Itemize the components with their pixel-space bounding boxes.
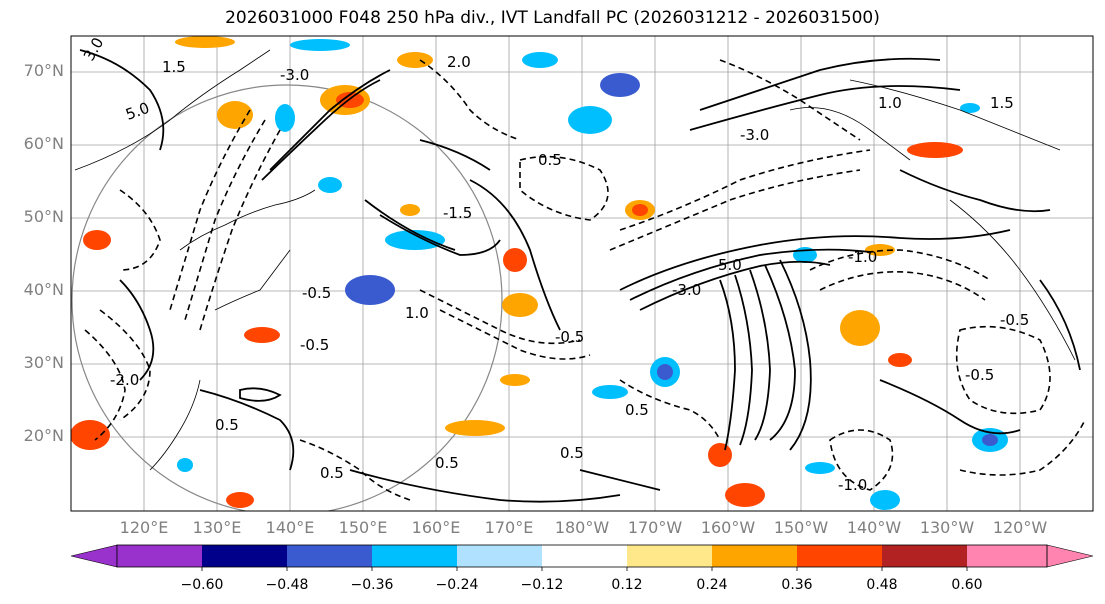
colorbar-tick-label: 0.24 bbox=[696, 577, 728, 593]
contour-label: -0.5 bbox=[965, 366, 994, 384]
colorbar-tick-label: −0.60 bbox=[180, 577, 224, 593]
contour-label: 1.0 bbox=[878, 94, 902, 112]
lon-label: 140°E bbox=[265, 518, 315, 537]
lon-label: 130°E bbox=[192, 518, 242, 537]
contour-label: 0.5 bbox=[560, 444, 584, 462]
lon-label: 160°E bbox=[411, 518, 461, 537]
contour-label: -0.5 bbox=[300, 336, 329, 354]
chart-title: 2026031000 F048 250 hPa div., IVT Landfa… bbox=[225, 8, 880, 28]
colorbar-segment bbox=[372, 545, 457, 567]
colorbar-tick-label: 0.36 bbox=[781, 577, 813, 593]
lat-label: 70°N bbox=[23, 61, 64, 80]
contour-label: 2.0 bbox=[447, 53, 471, 71]
map-frame bbox=[70, 35, 1094, 512]
lat-label: 30°N bbox=[23, 353, 64, 372]
lon-label: 130°W bbox=[919, 518, 975, 537]
lat-label: 40°N bbox=[23, 280, 64, 299]
contour-label: 0.5 bbox=[215, 416, 239, 434]
contour-label: -0.5 bbox=[555, 328, 584, 346]
colorbar-extend-low bbox=[70, 544, 118, 568]
lat-label: 60°N bbox=[23, 134, 64, 153]
contour-label: -1.0 bbox=[848, 248, 877, 266]
contour-label: 0.5 bbox=[435, 454, 459, 472]
lon-label: 140°W bbox=[846, 518, 902, 537]
colorbar-tick-label: −0.24 bbox=[435, 577, 479, 593]
contour-label: 5.0 bbox=[718, 256, 742, 274]
colorbar-segment bbox=[627, 545, 712, 567]
colorbar-segment bbox=[882, 545, 967, 567]
contour-label: -2.0 bbox=[110, 371, 139, 389]
lon-label: 160°W bbox=[700, 518, 756, 537]
contour-label: -3.0 bbox=[280, 66, 309, 84]
contour-label: 1.0 bbox=[405, 304, 429, 322]
contour-label: -1.0 bbox=[838, 476, 867, 494]
lat-label: 50°N bbox=[23, 207, 64, 226]
colorbar-segment bbox=[202, 545, 287, 567]
colorbar-tick-label: 0.48 bbox=[866, 577, 898, 593]
colorbar-tick-label: −0.48 bbox=[265, 577, 309, 593]
contour-label: 1.5 bbox=[990, 94, 1014, 112]
divergence-fill bbox=[71, 36, 1008, 510]
colorbar bbox=[70, 544, 1094, 571]
contour-label: -3.0 bbox=[672, 281, 701, 299]
colorbar-tick-label: −0.12 bbox=[520, 577, 564, 593]
colorbar-tick-label: −0.36 bbox=[350, 577, 394, 593]
colorbar-segment bbox=[797, 545, 882, 567]
colorbar-segment-lowest bbox=[117, 545, 202, 567]
lon-label: 120°E bbox=[119, 518, 169, 537]
contour-label: -0.5 bbox=[302, 284, 331, 302]
colorbar-segment bbox=[457, 545, 542, 567]
contour-label: -3.0 bbox=[740, 126, 769, 144]
contour-label: -0.5 bbox=[1000, 311, 1029, 329]
colorbar-tick-label: 0.12 bbox=[611, 577, 643, 593]
contour-label: 1.5 bbox=[162, 58, 186, 76]
contour-label: 0.5 bbox=[625, 401, 649, 419]
range-circle bbox=[71, 84, 503, 511]
colorbar-tick-label: 0.60 bbox=[951, 577, 983, 593]
contour-label: 0.5 bbox=[538, 151, 562, 169]
contour-label: -1.5 bbox=[443, 204, 472, 222]
colorbar-segment bbox=[287, 545, 372, 567]
lon-label: 150°E bbox=[338, 518, 388, 537]
lon-label: 150°W bbox=[773, 518, 829, 537]
solid-contours bbox=[79, 49, 1081, 503]
lon-label: 170°W bbox=[627, 518, 683, 537]
colorbar-segment bbox=[542, 545, 627, 567]
colorbar-segment bbox=[712, 545, 797, 567]
colorbar-segment bbox=[967, 545, 1047, 567]
colorbar-frame bbox=[116, 544, 1048, 568]
colorbar-extend-high bbox=[1046, 544, 1094, 568]
lon-label: 170°E bbox=[484, 518, 534, 537]
gridlines bbox=[71, 36, 1093, 511]
dashed-contours bbox=[84, 59, 1086, 501]
lon-label: 120°W bbox=[992, 518, 1048, 537]
contour-label: 0.5 bbox=[320, 464, 344, 482]
lon-label: 180°W bbox=[554, 518, 610, 537]
lat-label: 20°N bbox=[23, 426, 64, 445]
